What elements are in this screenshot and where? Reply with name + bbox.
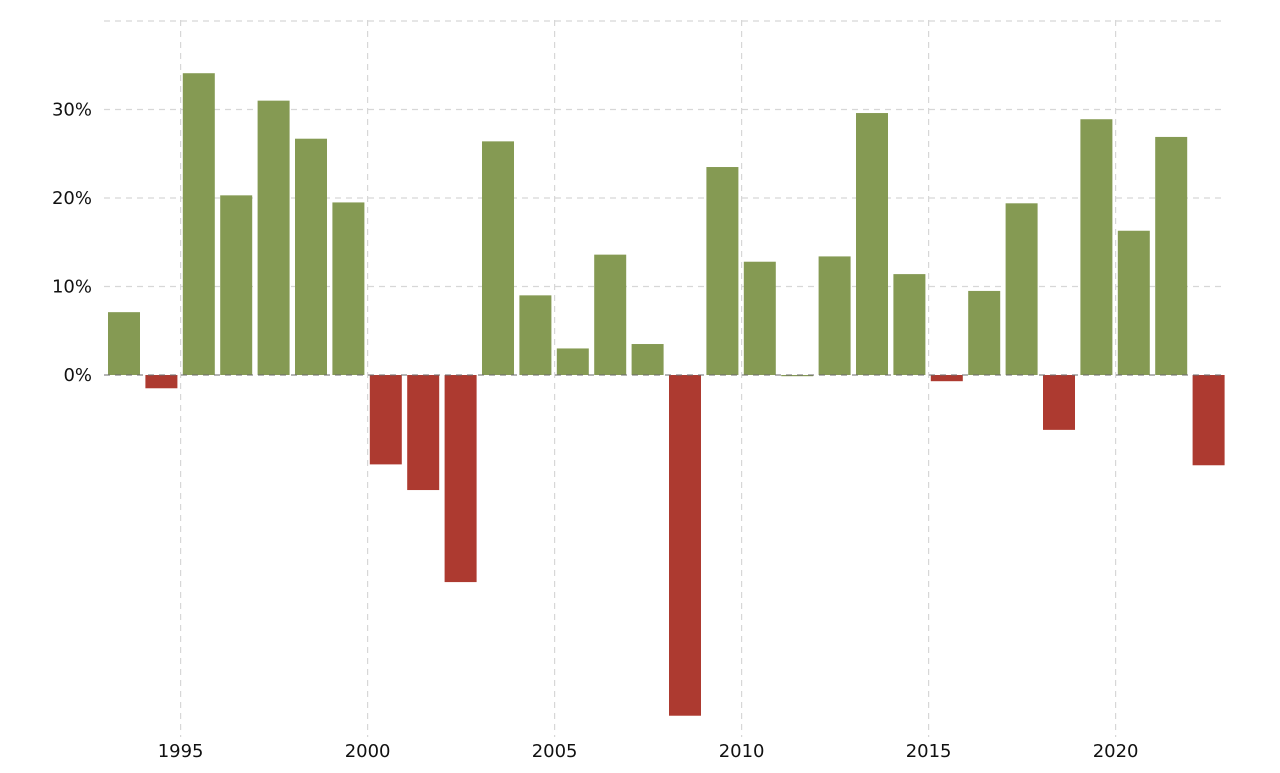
- bar-2002[interactable]: [444, 375, 477, 583]
- y-tick-label: 0%: [63, 365, 92, 386]
- y-tick-label: 10%: [52, 277, 92, 298]
- bar-2015[interactable]: [930, 375, 963, 382]
- y-tick-label: 20%: [52, 188, 92, 209]
- x-tick-label: 2000: [345, 741, 391, 762]
- bar-2004[interactable]: [519, 295, 552, 375]
- bar-1993[interactable]: [108, 312, 140, 375]
- y-tick-label: 30%: [52, 100, 92, 121]
- bar-2010[interactable]: [743, 261, 776, 375]
- bar-2011[interactable]: [781, 375, 814, 377]
- x-tick-label: 2005: [532, 741, 578, 762]
- bar-2016[interactable]: [968, 290, 1001, 375]
- bar-2001[interactable]: [407, 375, 440, 491]
- x-tick-label: 2020: [1093, 741, 1139, 762]
- bar-2000[interactable]: [369, 375, 402, 465]
- bar-2013[interactable]: [856, 113, 888, 375]
- x-tick-label: 2010: [719, 741, 765, 762]
- bar-2012[interactable]: [818, 256, 851, 375]
- bar-1998[interactable]: [295, 138, 327, 375]
- bar-2020[interactable]: [1117, 230, 1150, 375]
- x-tick-label: 2015: [906, 741, 952, 762]
- bar-2007[interactable]: [631, 344, 664, 375]
- bar-2018[interactable]: [1043, 375, 1075, 430]
- bar-2003[interactable]: [482, 141, 514, 375]
- x-axis-tick-labels: 1995 2000 2005 2010 2015 2020: [158, 741, 1139, 762]
- bar-2021[interactable]: [1155, 136, 1188, 375]
- bar-2022[interactable]: [1192, 375, 1225, 466]
- bars: [108, 73, 1225, 716]
- grid-lines: [104, 20, 1222, 737]
- bar-1996[interactable]: [220, 195, 253, 375]
- bar-2019[interactable]: [1080, 119, 1113, 375]
- bar-2006[interactable]: [594, 254, 627, 375]
- bar-1997[interactable]: [257, 100, 290, 376]
- bar-2005[interactable]: [556, 348, 589, 375]
- bar-2009[interactable]: [706, 167, 739, 375]
- bar-2008[interactable]: [669, 375, 701, 716]
- bar-1994[interactable]: [145, 375, 178, 389]
- bar-2017[interactable]: [1005, 203, 1038, 375]
- bar-1995[interactable]: [182, 73, 215, 375]
- y-axis-tick-labels: 0% 10% 20% 30%: [52, 100, 92, 387]
- bar-2014[interactable]: [893, 274, 926, 375]
- x-tick-label: 1995: [158, 741, 204, 762]
- bar-1999[interactable]: [332, 202, 365, 375]
